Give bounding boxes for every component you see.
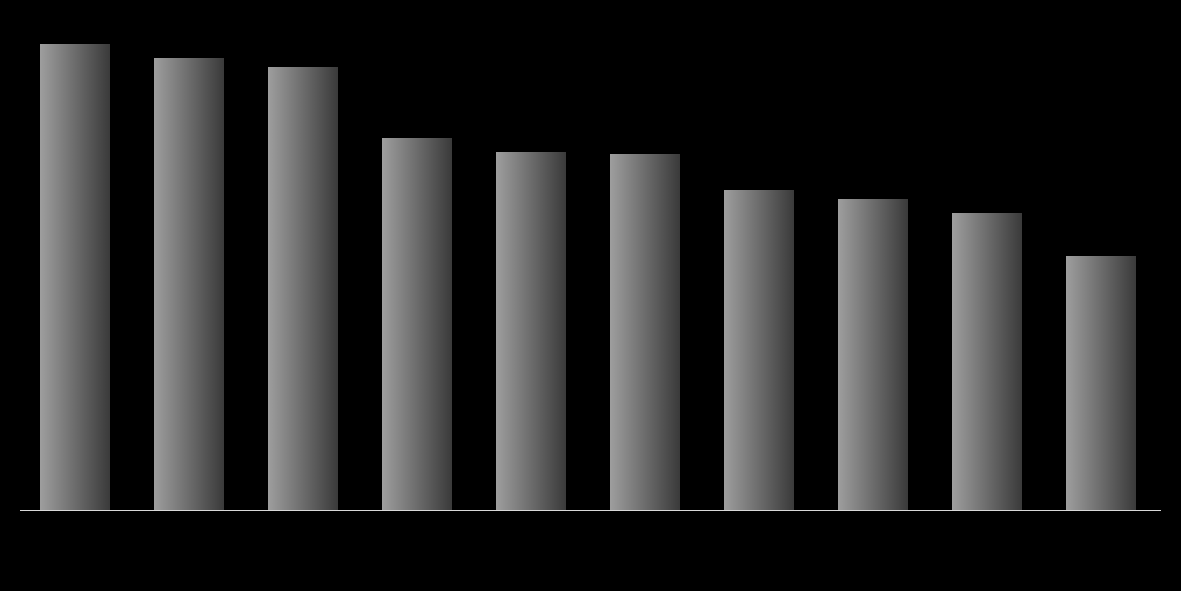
plot-area xyxy=(20,20,1161,540)
bar xyxy=(154,58,224,510)
bar xyxy=(496,152,566,510)
bar xyxy=(610,154,680,510)
bar xyxy=(268,67,338,510)
bar xyxy=(838,199,908,510)
bar xyxy=(1066,256,1136,510)
bar xyxy=(952,213,1022,510)
chart-canvas xyxy=(0,0,1181,591)
bar xyxy=(382,138,452,510)
bar xyxy=(724,190,794,510)
x-axis-baseline xyxy=(20,510,1161,511)
bar xyxy=(40,44,110,510)
